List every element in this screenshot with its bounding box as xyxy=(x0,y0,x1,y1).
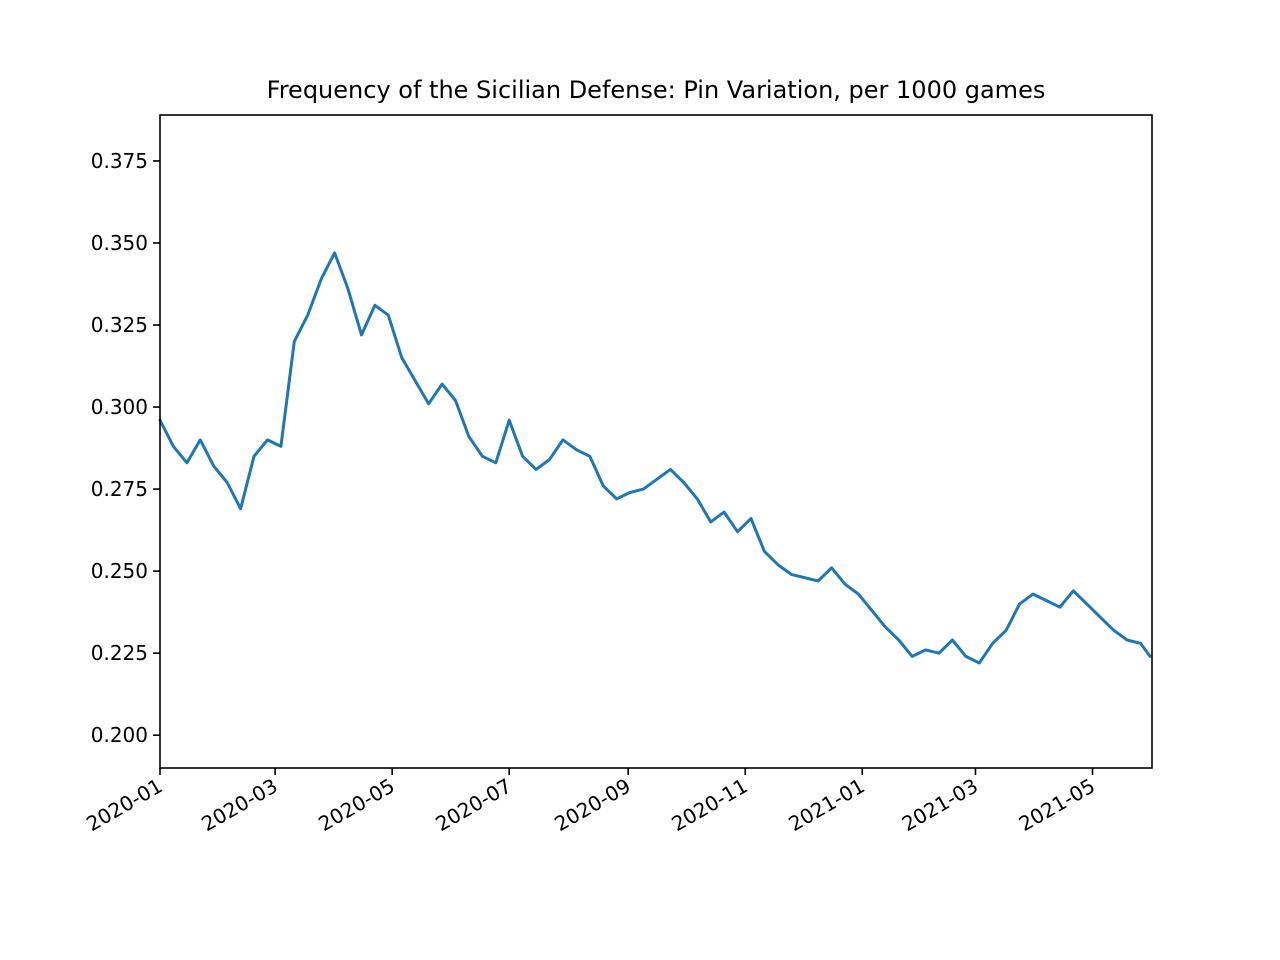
y-tick-label: 0.325 xyxy=(91,313,148,337)
y-tick-label: 0.250 xyxy=(91,559,148,583)
y-tick-label: 0.375 xyxy=(91,149,148,173)
y-tick-label: 0.300 xyxy=(91,395,148,419)
y-tick-label: 0.200 xyxy=(91,723,148,747)
y-tick-label: 0.225 xyxy=(91,641,148,665)
series-line xyxy=(158,251,1152,665)
y-axis: 0.200 0.225 0.250 0.275 0.300 0.325 0.350 0.375 xyxy=(91,149,160,747)
y-tick-label: 0.275 xyxy=(91,477,148,501)
plot-area xyxy=(158,251,1152,665)
y-tick-label: 0.350 xyxy=(91,231,148,255)
chart-title: Frequency of the Sicilian Defense: Pin V… xyxy=(267,76,1046,104)
plot-frame xyxy=(159,114,1153,769)
